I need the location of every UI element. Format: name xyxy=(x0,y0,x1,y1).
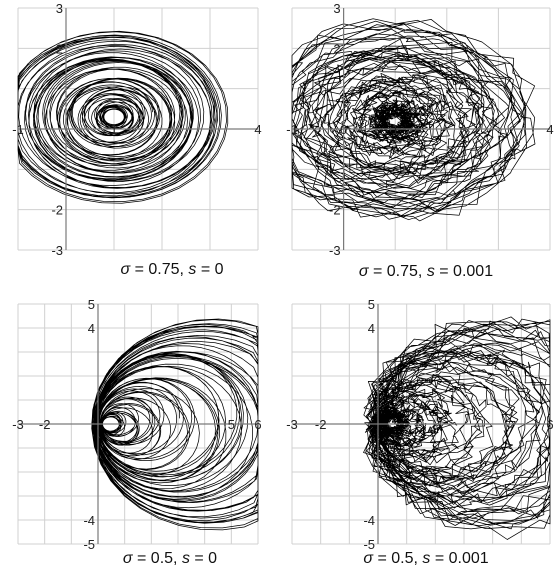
caption-s: s xyxy=(182,550,190,567)
x-tick-label: -2 xyxy=(315,417,327,432)
axes xyxy=(18,8,258,250)
x-tick-label: 0 xyxy=(340,122,347,137)
y-tick-label: 5 xyxy=(368,297,375,312)
caption-s-value: = 0 xyxy=(190,550,217,567)
y-tick-label: -2 xyxy=(329,203,341,218)
caption-s-value: = 0 xyxy=(196,261,223,278)
x-tick-label: -1 xyxy=(12,122,24,137)
caption-sigma-value: = 0.5, xyxy=(373,550,422,567)
y-tick-label: 2 xyxy=(56,41,63,56)
caption-s-value: = 0.001 xyxy=(430,550,488,567)
y-tick-label: 4 xyxy=(88,321,95,336)
y-tick-label: 4 xyxy=(368,321,375,336)
x-tick-label: -2 xyxy=(39,417,51,432)
caption-s: s xyxy=(188,261,196,278)
trajectory-line xyxy=(363,316,551,540)
y-tick-label: 3 xyxy=(333,1,340,16)
x-tick-label: 6 xyxy=(546,417,553,432)
x-tick-label: -3 xyxy=(286,417,298,432)
x-tick-label: 1 xyxy=(392,122,399,137)
caption-sigma: σ xyxy=(359,263,370,280)
trajectory-line xyxy=(17,30,229,204)
caption-sigma: σ xyxy=(120,261,131,278)
y-tick-label: -3 xyxy=(329,243,341,258)
caption-sigma: σ xyxy=(123,550,134,567)
phase-panel-4: -3 -2 6 -5 -4 4 5 σ = 0.5, s = 0.001 xyxy=(286,297,553,567)
panel-caption: σ = 0.5, s = 0.001 xyxy=(363,550,488,567)
axes xyxy=(292,8,550,250)
y-tick-label: -2 xyxy=(51,203,63,218)
y-tick-label: 5 xyxy=(88,297,95,312)
caption-sigma: σ xyxy=(363,550,374,567)
caption-sigma-value: = 0.75, xyxy=(130,261,188,278)
y-tick-label: 2 xyxy=(333,41,340,56)
x-tick-label: -3 xyxy=(12,417,24,432)
axes xyxy=(292,304,550,544)
x-tick-label: -1 xyxy=(286,122,298,137)
caption-s: s xyxy=(422,550,430,567)
phase-panel-2: -1 0 1 4 -3 -2 2 3 σ = 0.75, s = 0.001 xyxy=(286,1,553,280)
axes xyxy=(18,304,258,544)
x-tick-label: 1 xyxy=(110,122,117,137)
trajectory-line xyxy=(91,318,259,531)
y-tick-label: -4 xyxy=(363,513,375,528)
y-tick-label: -5 xyxy=(363,537,375,552)
y-tick-label: -4 xyxy=(83,513,95,528)
panel-caption: σ = 0.75, s = 0.001 xyxy=(359,263,493,280)
x-tick-label: 4 xyxy=(546,122,553,137)
x-tick-label: 5 xyxy=(228,417,235,432)
x-tick-label: 6 xyxy=(254,417,261,432)
panel-caption: σ = 0.75, s = 0 xyxy=(120,261,223,278)
phase-panel-3: -3 -2 5 6 -5 -4 4 5 σ = 0.5, s = 0 xyxy=(12,297,261,567)
trajectory-line xyxy=(291,18,536,222)
y-tick-label: -3 xyxy=(51,243,63,258)
caption-sigma-value: = 0.75, xyxy=(369,263,427,280)
phase-panel-1: -1 1 4 -3 -2 2 3 σ = 0.75, s = 0 xyxy=(12,1,261,278)
caption-sigma-value: = 0.5, xyxy=(133,550,182,567)
panel-caption: σ = 0.5, s = 0 xyxy=(123,550,217,567)
y-tick-label: -5 xyxy=(83,537,95,552)
caption-s: s xyxy=(427,263,435,280)
x-tick-label: 4 xyxy=(254,122,261,137)
caption-s-value: = 0.001 xyxy=(435,263,493,280)
y-tick-label: 3 xyxy=(56,1,63,16)
